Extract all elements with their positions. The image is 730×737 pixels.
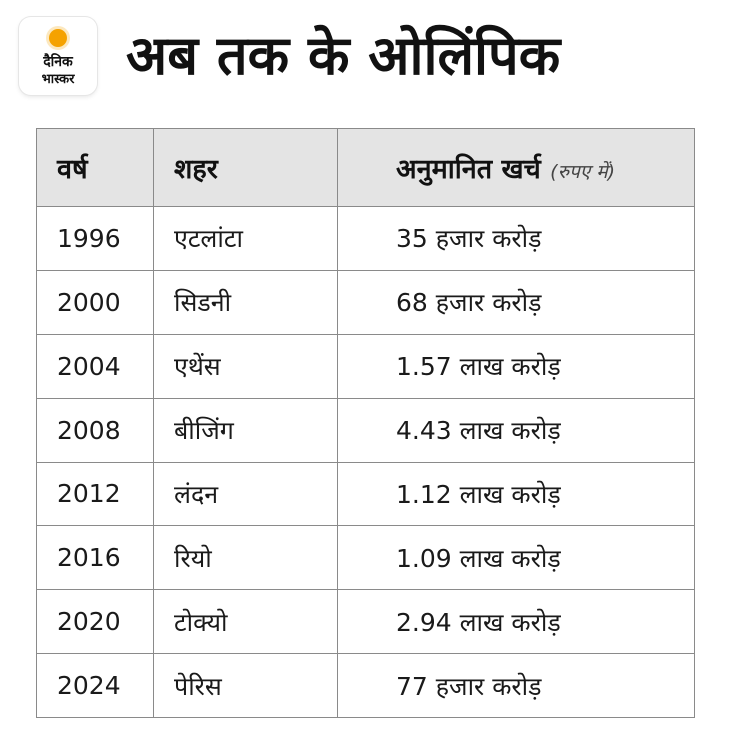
cell-city: बीजिंग bbox=[153, 397, 338, 463]
dainik-bhaskar-logo: दैनिक भास्कर bbox=[19, 17, 97, 95]
cell-cost: 68 हजार करोड़ bbox=[337, 269, 695, 335]
header-cost: अनुमानित खर्च (रुपए में) bbox=[337, 128, 695, 207]
table-row: 2000 सिडनी 68 हजार करोड़ bbox=[36, 269, 695, 335]
header-city: शहर bbox=[153, 128, 338, 207]
cell-year: 2004 bbox=[36, 333, 154, 399]
table-row: 1996 एटलांटा 35 हजार करोड़ bbox=[36, 206, 695, 271]
logo-text-line2: भास्कर bbox=[41, 72, 75, 87]
cell-cost: 1.09 लाख करोड़ bbox=[337, 525, 695, 591]
cell-cost: 35 हजार करोड़ bbox=[337, 206, 695, 271]
header-cost-unit: (रुपए में) bbox=[550, 161, 616, 183]
table-row: 2012 लंदन 1.12 लाख करोड़ bbox=[36, 461, 695, 527]
cell-year: 2012 bbox=[36, 461, 154, 527]
cell-year: 2000 bbox=[36, 269, 154, 335]
table-row: 2024 पेरिस 77 हजार करोड़ bbox=[36, 653, 695, 718]
table-row: 2016 रियो 1.09 लाख करोड़ bbox=[36, 525, 695, 591]
cell-city: एटलांटा bbox=[153, 206, 338, 271]
table-row: 2020 टोक्यो 2.94 लाख करोड़ bbox=[36, 589, 695, 655]
cell-cost: 1.57 लाख करोड़ bbox=[337, 333, 695, 399]
cell-cost: 4.43 लाख करोड़ bbox=[337, 397, 695, 463]
logo-text-line1: दैनिक bbox=[43, 54, 73, 70]
page-title: अब तक के ओलिंपिक bbox=[126, 24, 561, 87]
cell-city: पेरिस bbox=[153, 653, 338, 718]
cell-city: एथेंस bbox=[153, 333, 338, 399]
cell-city: लंदन bbox=[153, 461, 338, 527]
cell-year: 1996 bbox=[36, 206, 154, 271]
cell-cost: 2.94 लाख करोड़ bbox=[337, 589, 695, 655]
olympics-cost-table: वर्ष शहर अनुमानित खर्च (रुपए में) 1996 ए… bbox=[36, 128, 695, 718]
table-row: 2004 एथेंस 1.57 लाख करोड़ bbox=[36, 333, 695, 399]
sun-icon bbox=[49, 29, 67, 47]
cell-city: रियो bbox=[153, 525, 338, 591]
cell-year: 2020 bbox=[36, 589, 154, 655]
cell-year: 2016 bbox=[36, 525, 154, 591]
cell-city: सिडनी bbox=[153, 269, 338, 335]
cell-year: 2008 bbox=[36, 397, 154, 463]
table-row: 2008 बीजिंग 4.43 लाख करोड़ bbox=[36, 397, 695, 463]
table-header-row: वर्ष शहर अनुमानित खर्च (रुपए में) bbox=[36, 128, 695, 207]
cell-city: टोक्यो bbox=[153, 589, 338, 655]
header-cost-label: अनुमानित खर्च bbox=[396, 154, 541, 185]
cell-cost: 1.12 लाख करोड़ bbox=[337, 461, 695, 527]
header-year: वर्ष bbox=[36, 128, 154, 207]
cell-year: 2024 bbox=[36, 653, 154, 718]
cell-cost: 77 हजार करोड़ bbox=[337, 653, 695, 718]
